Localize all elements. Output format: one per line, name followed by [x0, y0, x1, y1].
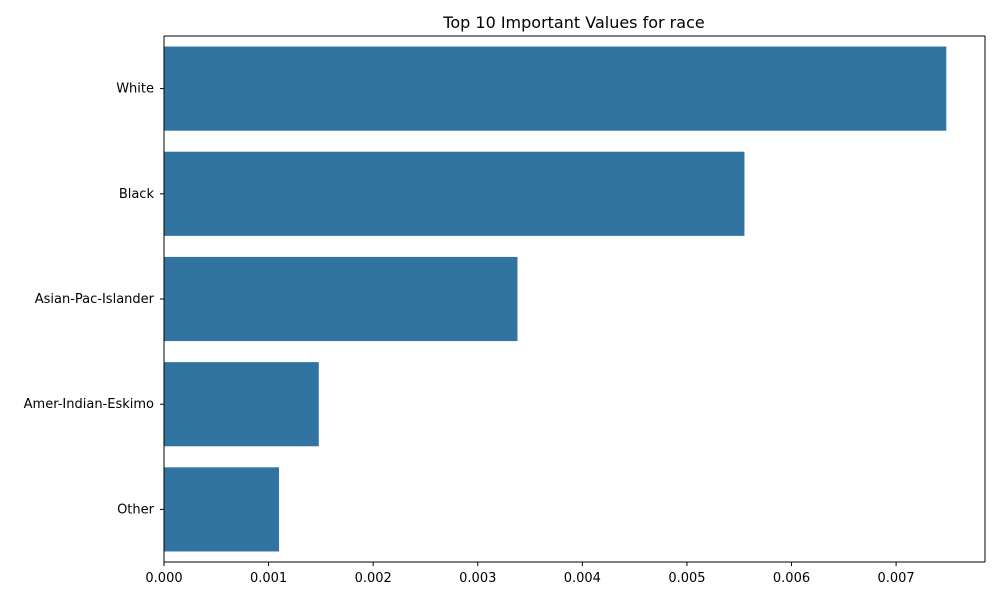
- bar-other: [164, 467, 280, 552]
- x-tick-label: 0.005: [668, 571, 705, 586]
- x-tick-label: 0.006: [773, 571, 810, 586]
- y-tick-label-other: Other: [117, 502, 155, 517]
- bar-amer-indian-eskimo: [164, 362, 319, 447]
- y-tick-label-amer-indian-eskimo: Amer-Indian-Eskimo: [24, 397, 154, 412]
- y-tick-label-asian-pac-islander: Asian-Pac-Islander: [35, 292, 155, 307]
- bars-layer: [164, 46, 947, 552]
- x-tick-label: 0.001: [250, 571, 287, 586]
- chart-title: Top 10 Important Values for race: [442, 13, 704, 32]
- x-tick-label: 0.004: [564, 571, 601, 586]
- y-tick-label-black: Black: [119, 187, 155, 202]
- x-tick-label: 0.002: [355, 571, 392, 586]
- y-tick-label-white: White: [116, 82, 154, 97]
- axes-layer: White Black Asian-Pac-Islander Amer-Indian-…: [24, 35, 986, 586]
- bar-white: [164, 46, 947, 131]
- bar-asian-pac-islander: [164, 256, 518, 342]
- bar-black: [164, 151, 745, 236]
- x-tick-label: 0.000: [145, 571, 182, 586]
- x-tick-label: 0.003: [459, 571, 496, 586]
- x-tick-label: 0.007: [877, 571, 914, 586]
